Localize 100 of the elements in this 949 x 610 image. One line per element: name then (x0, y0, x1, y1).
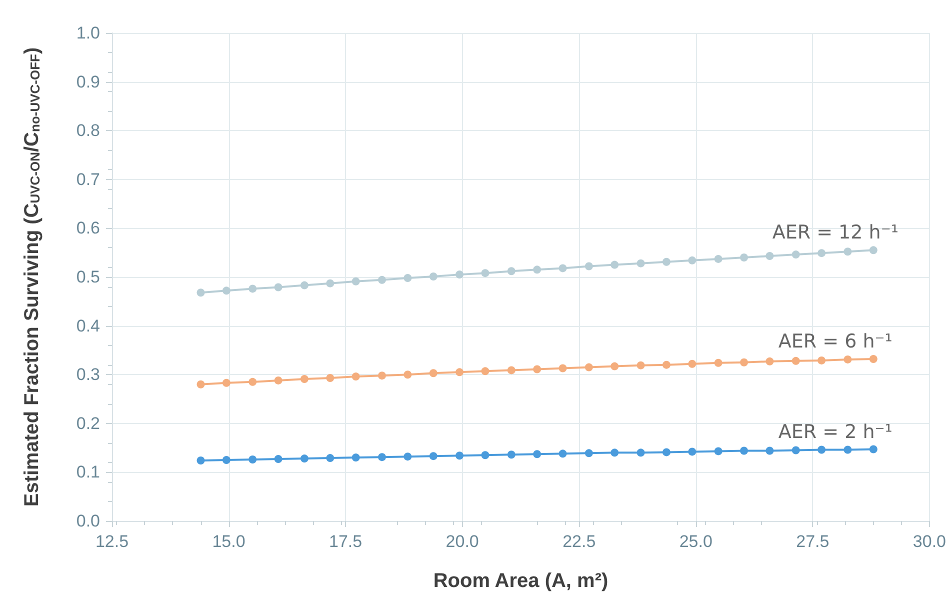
point (740, 446, 748, 455)
point (404, 370, 412, 379)
point (196, 380, 205, 388)
x-tick-label: 20.0 (446, 532, 479, 551)
point (300, 454, 308, 463)
point (869, 246, 878, 254)
point (636, 448, 645, 457)
point (636, 361, 645, 370)
point (429, 452, 438, 460)
point (222, 378, 230, 387)
y-tick-label: 0.0 (76, 512, 100, 530)
point (248, 284, 257, 293)
point (222, 456, 230, 464)
point (248, 378, 257, 386)
y-tick-label: 0.8 (76, 121, 100, 140)
point (326, 454, 334, 462)
point (844, 355, 852, 364)
point (196, 456, 205, 464)
x-tick-label: 22.5 (562, 532, 596, 551)
point (300, 281, 308, 290)
point (533, 266, 542, 274)
point (378, 453, 386, 462)
point (533, 365, 542, 374)
point (610, 448, 619, 457)
point (481, 367, 490, 376)
point (792, 356, 800, 365)
point (558, 264, 567, 272)
point (869, 445, 878, 454)
point (818, 446, 826, 454)
point (429, 272, 438, 281)
point (714, 254, 722, 263)
x-tick-label: 17.5 (329, 532, 362, 551)
x-tick-label: 25.0 (679, 532, 712, 551)
y-tick-label: 0.5 (76, 268, 100, 286)
y-tick-label: 0.1 (76, 462, 100, 482)
point (352, 372, 360, 381)
y-axis-title: Estimated Fraction Surviving (CUVC-ON/Cno-UVC-OFF) (21, 47, 43, 507)
point (636, 259, 645, 268)
x-tick-label: 15.0 (212, 532, 246, 551)
y-tick-label: 0.9 (76, 72, 100, 92)
point (533, 450, 542, 458)
point (352, 277, 360, 286)
point (740, 253, 748, 262)
point (740, 358, 748, 366)
point (818, 249, 826, 258)
point (869, 354, 878, 363)
annotation: AER = 12 h⁻¹ (772, 222, 898, 244)
point (792, 446, 800, 454)
x-tick-label: 30.0 (912, 532, 946, 551)
annotation: AER = 6 h⁻¹ (778, 330, 892, 352)
point (456, 452, 464, 460)
point (274, 455, 282, 464)
point (326, 279, 334, 288)
annotation: AER = 2 h⁻¹ (778, 420, 892, 443)
point (456, 270, 464, 279)
point (352, 454, 360, 462)
point (481, 451, 490, 460)
point (274, 283, 282, 292)
y-tick-label: 0.3 (76, 365, 100, 384)
point (507, 366, 516, 374)
x-tick-label: 12.5 (95, 532, 129, 551)
point (844, 446, 852, 454)
point (584, 449, 593, 458)
point (844, 248, 852, 256)
point (766, 252, 774, 260)
point (766, 357, 774, 366)
point (222, 286, 230, 295)
point (584, 262, 593, 270)
point (378, 276, 386, 284)
point (766, 446, 774, 455)
point (274, 376, 282, 384)
point (300, 374, 308, 383)
point (662, 258, 670, 266)
y-tick-label: 0.6 (76, 218, 100, 238)
point (792, 250, 800, 259)
point (507, 267, 516, 276)
point (818, 356, 826, 364)
point (584, 363, 593, 372)
point (662, 360, 670, 369)
point (404, 274, 412, 282)
point (248, 456, 257, 464)
point (558, 450, 567, 458)
y-tick-label: 0.4 (76, 316, 100, 336)
point (688, 448, 696, 456)
point (610, 362, 619, 370)
x-axis-title: Room Area (A, m²) (433, 570, 608, 592)
point (688, 256, 696, 264)
point (404, 452, 412, 461)
point (662, 448, 670, 456)
y-tick-label: 0.2 (76, 414, 100, 433)
point (429, 369, 438, 378)
point (714, 447, 722, 456)
point (610, 260, 619, 269)
x-tick-label: 27.5 (796, 532, 830, 551)
y-tick-label: 1.0 (76, 24, 100, 42)
point (558, 364, 567, 372)
point (714, 358, 722, 367)
point (507, 450, 516, 459)
point (688, 360, 696, 368)
point (456, 368, 464, 376)
